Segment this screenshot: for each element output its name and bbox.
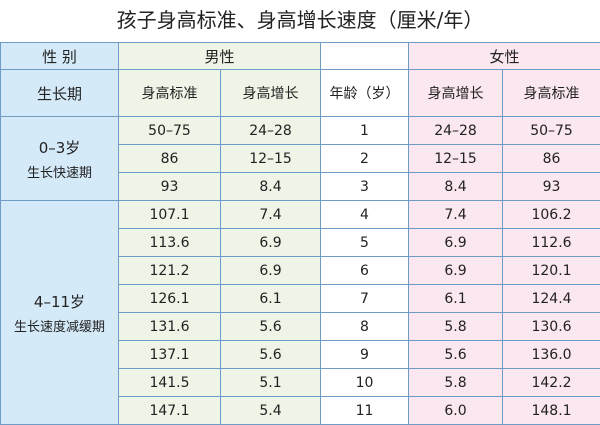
table-cell: 5 <box>321 229 409 257</box>
table-cell: 24–28 <box>221 117 321 145</box>
col-header: 身高增长 <box>409 70 503 117</box>
table-cell: 5.6 <box>221 341 321 369</box>
page-title: 孩子身高标准、身高增长速度（厘米/年） <box>0 0 600 40</box>
table-cell: 112.6 <box>503 229 600 257</box>
table-cell: 12–15 <box>409 145 503 173</box>
table-cell: 147.1 <box>119 397 221 425</box>
table-cell: 11 <box>321 397 409 425</box>
male-header: 男性 <box>119 43 321 70</box>
col-header: 身高标准 <box>119 70 221 117</box>
gender-header: 性 别 <box>1 43 119 70</box>
table-cell: 131.6 <box>119 313 221 341</box>
table-cell: 137.1 <box>119 341 221 369</box>
table-cell: 7 <box>321 285 409 313</box>
table-cell: 106.2 <box>503 201 600 229</box>
period-header: 生长期 <box>1 70 119 117</box>
table-cell: 126.1 <box>119 285 221 313</box>
female-header: 女性 <box>409 43 600 70</box>
table-cell: 6.9 <box>221 229 321 257</box>
table-cell: 5.8 <box>409 369 503 397</box>
table-cell: 86 <box>119 145 221 173</box>
period-cell: 0–3岁生长快速期 <box>1 117 119 201</box>
blank-cell <box>321 43 409 70</box>
table-cell: 8.4 <box>221 173 321 201</box>
table-cell: 6.9 <box>409 229 503 257</box>
table-cell: 2 <box>321 145 409 173</box>
table-cell: 4 <box>321 201 409 229</box>
table-cell: 7.4 <box>409 201 503 229</box>
period-name: 生长快速期 <box>1 162 118 181</box>
table-cell: 50–75 <box>503 117 600 145</box>
table-cell: 93 <box>119 173 221 201</box>
table-cell: 24–28 <box>409 117 503 145</box>
table-cell: 8.4 <box>409 173 503 201</box>
table-cell: 7.4 <box>221 201 321 229</box>
table-cell: 10 <box>321 369 409 397</box>
period-cell: 4–11岁生长速度减缓期 <box>1 201 119 425</box>
height-table: 性 别 男性 女性 生长期 身高标准 身高增长 年龄（岁） 身高增长 身高标准 … <box>0 42 600 425</box>
table-cell: 6 <box>321 257 409 285</box>
col-header: 身高增长 <box>221 70 321 117</box>
table-cell: 9 <box>321 341 409 369</box>
table-cell: 113.6 <box>119 229 221 257</box>
table-cell: 3 <box>321 173 409 201</box>
table-cell: 86 <box>503 145 600 173</box>
table-cell: 141.5 <box>119 369 221 397</box>
col-header: 身高标准 <box>503 70 600 117</box>
table-cell: 12–15 <box>221 145 321 173</box>
table-cell: 8 <box>321 313 409 341</box>
table-cell: 5.6 <box>221 313 321 341</box>
table-cell: 6.1 <box>221 285 321 313</box>
table-cell: 5.4 <box>221 397 321 425</box>
table-cell: 6.0 <box>409 397 503 425</box>
period-name: 生长速度减缓期 <box>1 316 118 335</box>
table-cell: 5.8 <box>409 313 503 341</box>
col-header: 年龄（岁） <box>321 70 409 117</box>
table-cell: 148.1 <box>503 397 600 425</box>
table-cell: 1 <box>321 117 409 145</box>
table-cell: 120.1 <box>503 257 600 285</box>
table-cell: 93 <box>503 173 600 201</box>
table-cell: 130.6 <box>503 313 600 341</box>
table-cell: 136.0 <box>503 341 600 369</box>
table-cell: 6.1 <box>409 285 503 313</box>
table-cell: 6.9 <box>221 257 321 285</box>
table-cell: 6.9 <box>409 257 503 285</box>
table-cell: 5.6 <box>409 341 503 369</box>
table-cell: 50–75 <box>119 117 221 145</box>
period-range: 0–3岁 <box>1 137 118 158</box>
table-cell: 124.4 <box>503 285 600 313</box>
table-cell: 107.1 <box>119 201 221 229</box>
table-cell: 5.1 <box>221 369 321 397</box>
period-range: 4–11岁 <box>1 291 118 312</box>
table-cell: 142.2 <box>503 369 600 397</box>
table-cell: 121.2 <box>119 257 221 285</box>
